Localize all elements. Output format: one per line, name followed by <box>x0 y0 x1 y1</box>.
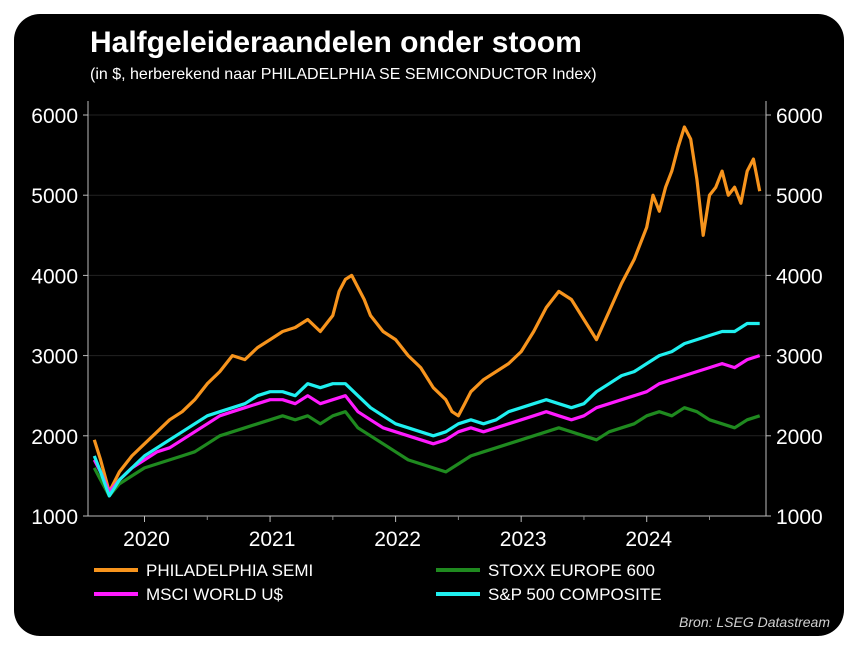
chart-subtitle: (in $, herberekend naar PHILADELPHIA SE … <box>90 66 597 83</box>
y-tick-label-left: 3000 <box>31 346 78 369</box>
series-line-stoxx-europe-600 <box>92 406 761 498</box>
x-tick-label: 2020 <box>123 528 170 551</box>
x-tick-label: 2021 <box>249 528 296 551</box>
y-tick-label-left: 2000 <box>31 426 78 449</box>
legend-label: STOXX EUROPE 600 <box>488 561 655 580</box>
x-tick-label: 2024 <box>625 528 672 551</box>
chart-card: Halfgeleideraandelen onder stoom (in $, … <box>14 14 844 636</box>
legend-label: MSCI WORLD U$ <box>146 585 284 604</box>
series-line-s-p-500-composite <box>92 321 760 498</box>
chart-title: Halfgeleideraandelen onder stoom <box>90 26 582 59</box>
legend-label: PHILADELPHIA SEMI <box>146 561 313 580</box>
source-note: Bron: LSEG Datastream <box>679 614 830 630</box>
series-line-msci-world-u- <box>92 354 761 494</box>
x-tick-label: 2022 <box>374 528 421 551</box>
y-tick-label-right: 1000 <box>776 506 823 529</box>
series-line-philadelphia-semi <box>92 125 762 494</box>
y-tick-label-left: 6000 <box>31 105 78 128</box>
y-tick-label-right: 4000 <box>776 265 823 288</box>
y-tick-label-left: 1000 <box>31 506 78 529</box>
y-tick-label-right: 2000 <box>776 426 823 449</box>
y-tick-label-left: 5000 <box>31 185 78 208</box>
x-tick-label: 2023 <box>500 528 547 551</box>
y-tick-label-right: 5000 <box>776 185 823 208</box>
y-tick-label-left: 4000 <box>31 265 78 288</box>
y-tick-label-right: 3000 <box>776 346 823 369</box>
legend-label: S&P 500 COMPOSITE <box>488 585 662 604</box>
y-tick-label-right: 6000 <box>776 105 823 128</box>
